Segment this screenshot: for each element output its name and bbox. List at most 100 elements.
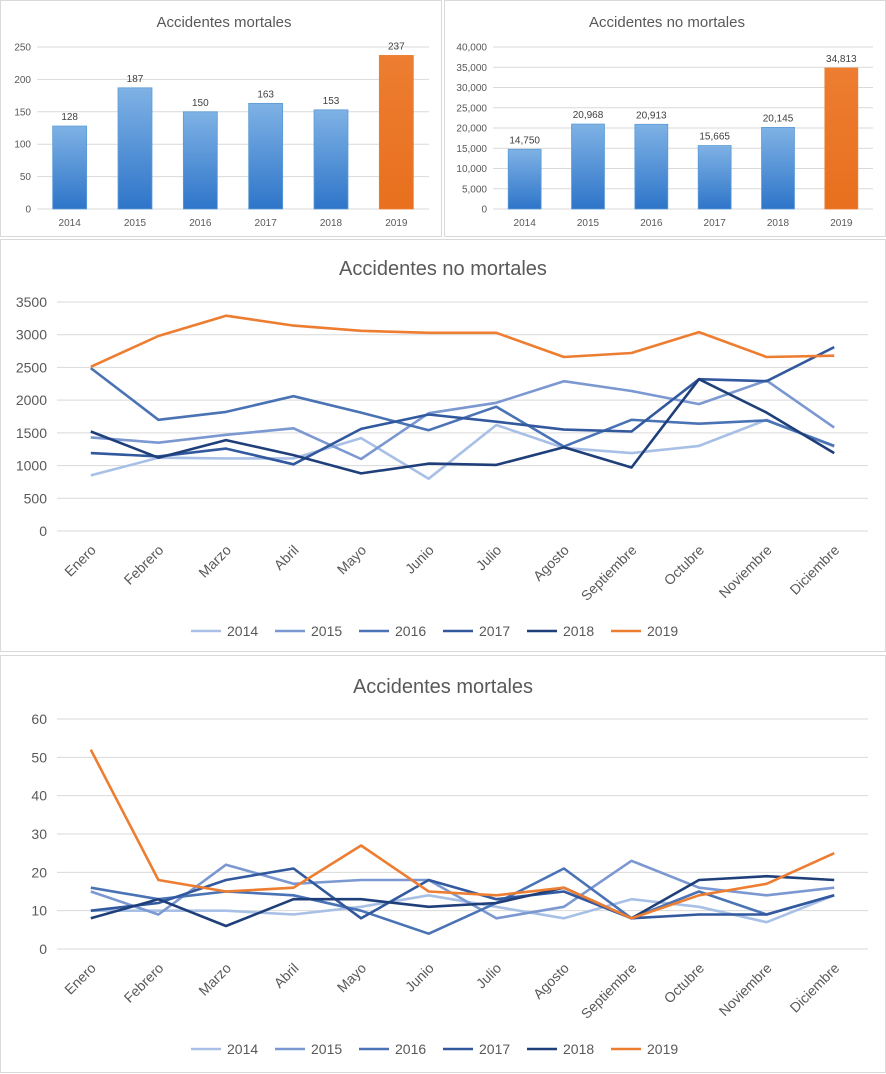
series-line-2017 (90, 867, 835, 920)
x-tick-label: 2015 (577, 218, 600, 229)
y-tick-label: 200 (14, 75, 31, 86)
bar (313, 109, 349, 210)
series-line-2018 (90, 874, 835, 928)
x-tick-label: 2017 (255, 218, 278, 229)
y-tick-label: 35,000 (456, 63, 487, 74)
chart-title: Accidentes no mortales (589, 14, 745, 31)
x-tick-label: Octubre (661, 542, 708, 589)
x-tick-label: Mayo (334, 960, 370, 996)
x-tick-label: Junio (402, 960, 437, 995)
series-line-2017 (90, 345, 835, 466)
series-line-2015 (90, 379, 835, 461)
series-line-2014 (90, 418, 835, 480)
x-tick-label: 2019 (830, 218, 853, 229)
x-tick-label: Diciembre (786, 960, 842, 1016)
x-tick-label: Julio (473, 960, 505, 992)
bar (248, 102, 284, 210)
y-tick-label: 30 (31, 826, 47, 842)
legend-label: 2018 (563, 623, 594, 639)
x-tick-label: 2016 (189, 218, 212, 229)
legend-label: 2016 (395, 623, 426, 639)
bar (182, 111, 218, 210)
series-line-2014 (90, 894, 835, 924)
series-line-2019 (90, 314, 835, 368)
bar (634, 123, 669, 210)
data-label: 150 (192, 98, 209, 109)
x-tick-label: Febrero (121, 542, 167, 588)
bar-chart-mortales-svg: Accidentes mortales 0 50 100 150 200 250 128 201… (14, 14, 429, 229)
series-line-2018 (90, 377, 835, 475)
bar-chart-no-mortales-svg: Accidentes no mortales 0 5,000 10,000 15,000… (456, 14, 873, 229)
legend-label: 2019 (647, 623, 678, 639)
line-chart-mortales-svg: Accidentes mortales 0 10 20 30 40 50 60 Enero Feb… (31, 676, 868, 1057)
x-tick-label: 2016 (640, 218, 663, 229)
legend-label: 2018 (563, 1041, 594, 1057)
chart-title: Accidentes no mortales (339, 258, 547, 280)
x-tick-label: Mayo (334, 542, 370, 578)
x-tick-label: 2018 (767, 218, 790, 229)
y-tick-label: 20 (31, 864, 47, 880)
legend-label: 2017 (479, 623, 510, 639)
y-tick-label: 0 (39, 523, 47, 539)
line-chart-no-mortales-svg: Accidentes no mortales 0 500 1000 1500 2000 25… (16, 258, 868, 639)
legend-label: 2015 (311, 1041, 342, 1057)
line-chart-mortales: Accidentes mortales 0 10 20 30 40 50 60 Enero Feb… (0, 655, 886, 1073)
data-label: 15,665 (699, 132, 730, 143)
x-tick-label: Abril (271, 960, 302, 991)
bar (52, 125, 88, 210)
y-tick-label: 20,000 (456, 124, 487, 135)
x-tick-label: Enero (61, 960, 99, 998)
series-line-2015 (90, 859, 835, 920)
x-tick-label: Agosto (530, 960, 572, 1002)
legend-label: 2017 (479, 1041, 510, 1057)
y-tick-label: 50 (31, 749, 47, 765)
y-tick-label: 5,000 (462, 184, 487, 195)
y-tick-label: 10,000 (456, 164, 487, 175)
x-tick-label: Marzo (195, 542, 234, 581)
x-tick-label: 2014 (514, 218, 537, 229)
x-tick-label: Junio (402, 542, 437, 577)
x-tick-label: Septiembre (578, 542, 640, 604)
series-line-2019 (89, 749, 835, 920)
y-tick-label: 500 (24, 490, 48, 506)
x-tick-label: 2015 (124, 218, 147, 229)
y-tick-label: 150 (14, 107, 31, 118)
y-tick-label: 3500 (16, 294, 47, 310)
chart-title: Accidentes mortales (353, 676, 533, 698)
bar (378, 55, 414, 210)
bar (697, 145, 732, 210)
x-tick-label: 2014 (59, 218, 82, 229)
data-label: 187 (127, 74, 144, 85)
series-line-2016 (90, 867, 835, 936)
data-label: 128 (61, 112, 78, 123)
data-label: 20,145 (763, 113, 794, 124)
y-tick-label: 2000 (16, 392, 47, 408)
x-tick-label: Julio (473, 542, 505, 574)
y-tick-label: 0 (481, 205, 487, 216)
y-tick-label: 1000 (16, 458, 47, 474)
x-tick-label: 2017 (704, 218, 727, 229)
x-tick-label: Agosto (530, 542, 572, 584)
legend-label: 2014 (227, 623, 258, 639)
y-tick-label: 25,000 (456, 103, 487, 114)
data-label: 14,750 (509, 135, 540, 146)
data-label: 237 (388, 41, 405, 52)
y-tick-label: 40,000 (456, 43, 487, 54)
x-tick-label: Enero (61, 542, 99, 580)
y-tick-label: 3000 (16, 327, 47, 343)
x-tick-label: Noviembre (716, 542, 775, 601)
legend-label: 2019 (647, 1041, 678, 1057)
y-tick-label: 50 (20, 172, 32, 183)
y-tick-label: 100 (14, 140, 31, 151)
x-tick-label: Marzo (195, 960, 234, 999)
x-tick-label: Noviembre (716, 960, 775, 1019)
bar-chart-no-mortales: Accidentes no mortales 0 5,000 10,000 15,000… (444, 0, 886, 237)
y-tick-label: 2500 (16, 359, 47, 375)
x-tick-label: Abril (271, 542, 302, 573)
bar (761, 127, 795, 210)
x-tick-label: Febrero (121, 960, 167, 1006)
bar (117, 87, 153, 210)
data-label: 153 (323, 96, 340, 107)
x-tick-label: Octubre (661, 960, 708, 1007)
y-tick-label: 60 (31, 711, 47, 727)
